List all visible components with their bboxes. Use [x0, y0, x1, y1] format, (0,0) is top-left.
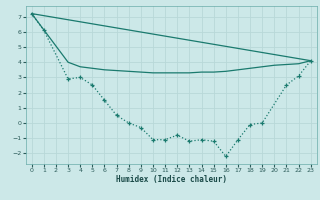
X-axis label: Humidex (Indice chaleur): Humidex (Indice chaleur)	[116, 175, 227, 184]
